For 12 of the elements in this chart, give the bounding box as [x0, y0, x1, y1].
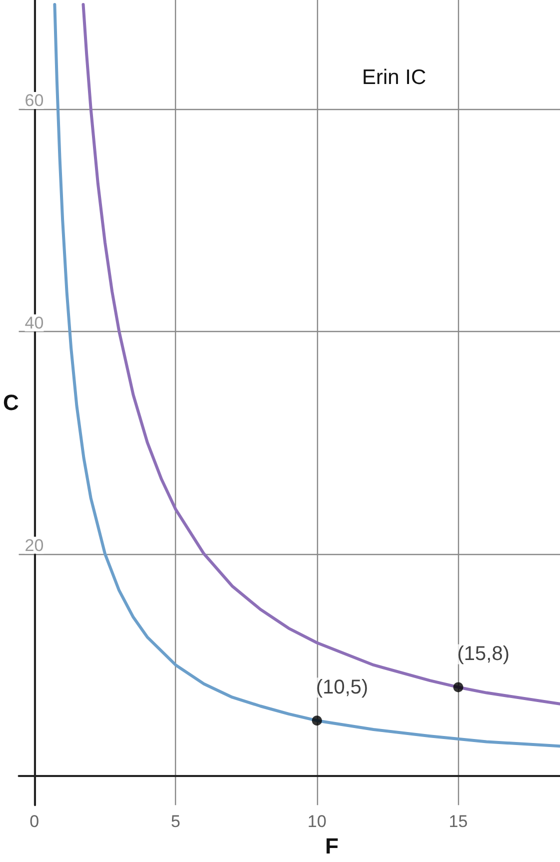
x-axis-title: F — [325, 834, 339, 858]
x-tick-label: 5 — [170, 812, 180, 832]
y-tick-label: 20 — [24, 536, 44, 555]
y-axis-title: C — [2, 390, 19, 416]
x-tick-label: 10 — [307, 812, 326, 832]
annotation: (15,8) — [457, 643, 510, 666]
y-tick-label: 40 — [24, 313, 44, 332]
x-tick-label: 15 — [448, 812, 468, 832]
annotation: (10,5) — [316, 676, 368, 699]
text: Erin IC — [362, 66, 426, 89]
x-tick-label: 0 — [30, 812, 40, 832]
y-tick-label: 60 — [24, 90, 44, 110]
